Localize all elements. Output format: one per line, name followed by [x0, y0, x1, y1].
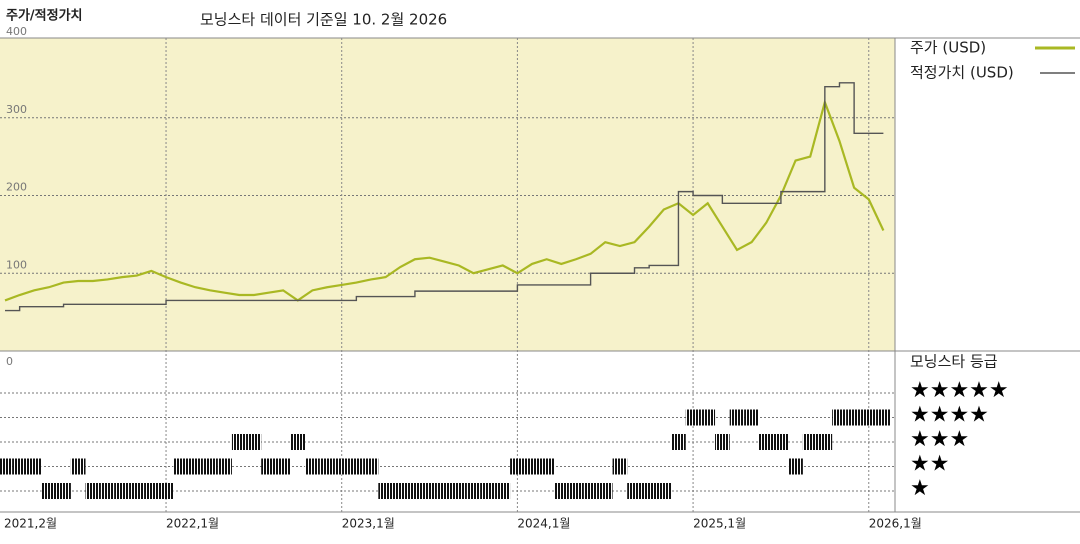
x-tick-label: 2026,1월: [869, 517, 922, 531]
rating-bar: [173, 458, 188, 475]
rating-bar: [627, 483, 642, 499]
rating-bar: [392, 483, 408, 499]
rating-bar: [305, 458, 320, 475]
x-tick-label: 2024,1월: [517, 517, 570, 531]
rating-bar: [861, 409, 877, 426]
rating-bar: [554, 483, 569, 499]
rating-label: ★★★★: [910, 403, 989, 428]
rating-bar: [832, 409, 847, 426]
rating-bar: [290, 434, 306, 450]
rating-title: 모닝스타 등급: [910, 353, 998, 371]
x-tick-label: 2023,1월: [342, 517, 395, 531]
rating-bar: [773, 434, 789, 450]
rating-bar: [363, 458, 379, 475]
rating-bar: [597, 483, 613, 499]
rating-bar: [378, 483, 393, 499]
rating-bar: [129, 483, 145, 499]
series-line: [4, 98, 885, 302]
rating-bar: [319, 458, 335, 475]
rating-bar: [0, 458, 13, 475]
y-tick-label: 300: [6, 103, 27, 116]
rating-bar: [158, 483, 174, 499]
rating-label: ★★★: [910, 427, 969, 452]
x-tick-label: 2025,1월: [693, 517, 746, 531]
rating-bar: [188, 458, 203, 475]
chart-title: 주가/적정가치: [6, 8, 83, 24]
rating-bar: [407, 483, 423, 499]
rating-bar: [41, 483, 57, 499]
legend-label: 주가 (USD): [910, 39, 986, 57]
rating-bar: [422, 483, 437, 499]
rating-bar: [495, 483, 511, 499]
rating-bar: [436, 483, 452, 499]
rating-bar: [12, 458, 27, 475]
rating-label: ★: [910, 476, 930, 501]
rating-bar: [744, 409, 759, 426]
rating-bar: [466, 483, 481, 499]
series-line: [5, 82, 884, 312]
x-tick-label: 2022,1월: [166, 517, 219, 531]
rating-bar: [641, 483, 657, 499]
rating-bar: [568, 483, 584, 499]
rating-bar: [231, 434, 247, 450]
rating-label: ★★★★★: [910, 378, 1009, 403]
rating-bar: [246, 434, 262, 450]
rating-bar: [685, 409, 701, 426]
chart-subtitle: 모닝스타 데이터 기준일 10. 2월 2026: [200, 11, 447, 29]
rating-bar: [583, 483, 598, 499]
rating-bar: [70, 458, 86, 475]
rating-bar: [656, 483, 672, 499]
rating-bar: [729, 409, 745, 426]
rating-bar: [144, 483, 159, 499]
y-tick-label: 200: [6, 181, 27, 194]
rating-bar: [451, 483, 467, 499]
rating-bar: [700, 409, 716, 426]
rating-bar: [56, 483, 71, 499]
y-tick-label: 0: [6, 355, 13, 368]
rating-bar: [100, 483, 115, 499]
rating-label: ★★: [910, 452, 949, 477]
rating-bar: [217, 458, 232, 475]
rating-bar: [510, 458, 525, 475]
rating-bar: [612, 458, 628, 475]
rating-bar: [261, 458, 276, 475]
rating-bar: [788, 458, 803, 475]
rating-bar: [275, 458, 291, 475]
rating-bar: [524, 458, 540, 475]
rating-bar: [539, 458, 554, 475]
price-panel: [0, 38, 895, 351]
y-tick-label: 100: [6, 258, 27, 271]
rating-bar: [715, 434, 730, 450]
rating-bar: [876, 409, 891, 426]
rating-bar: [349, 458, 364, 475]
rating-bar: [202, 458, 218, 475]
rating-bar: [671, 434, 686, 450]
rating-bar: [114, 483, 130, 499]
rating-bar: [758, 434, 774, 450]
rating-bar: [26, 458, 42, 475]
rating-bar: [846, 409, 862, 426]
x-tick-label: 2021,2월: [4, 517, 57, 531]
rating-bar: [85, 483, 101, 499]
rating-bar: [334, 458, 350, 475]
y-tick-label: 400: [6, 25, 27, 38]
rating-bar: [480, 483, 496, 499]
legend-label: 적정가치 (USD): [910, 64, 1014, 82]
rating-bar: [802, 434, 818, 450]
rating-bar: [817, 434, 833, 450]
